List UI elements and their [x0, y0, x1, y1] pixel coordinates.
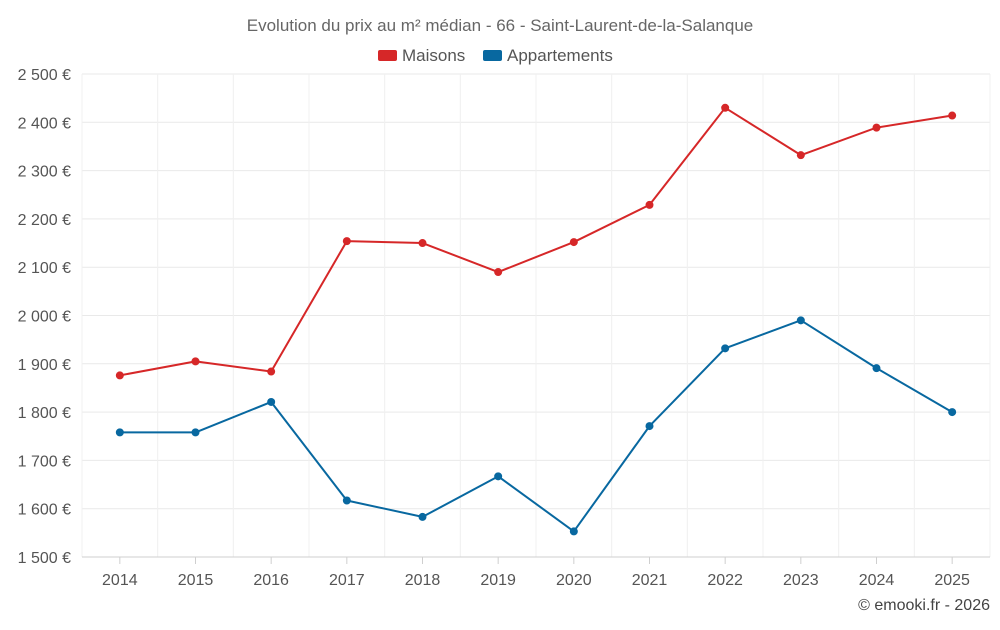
grid — [81, 73, 991, 558]
chart-title: Evolution du prix au m² médian - 66 - Sa… — [247, 16, 754, 35]
legend-label-appartements: Appartements — [507, 46, 613, 65]
x-tick-label: 2017 — [329, 572, 365, 589]
data-point-appartements[interactable] — [418, 512, 427, 521]
data-point-appartements[interactable] — [645, 422, 654, 431]
x-tick-label: 2024 — [859, 572, 895, 589]
legend-label-maisons: Maisons — [402, 46, 465, 65]
y-tick-label: 2 400 € — [18, 115, 71, 132]
data-point-maisons[interactable] — [418, 239, 427, 248]
legend-item-appartements[interactable]: Appartements — [483, 46, 613, 65]
data-point-appartements[interactable] — [872, 364, 881, 373]
data-point-appartements[interactable] — [267, 397, 276, 406]
series-line-appartements — [119, 319, 953, 533]
credit-text: © emooki.fr - 2026 — [858, 597, 990, 614]
series — [115, 103, 957, 536]
y-tick-label: 2 500 € — [18, 67, 71, 84]
legend-item-maisons[interactable]: Maisons — [378, 46, 465, 65]
data-point-maisons[interactable] — [872, 123, 881, 132]
x-tick-label: 2023 — [783, 572, 819, 589]
x-tick-label: 2020 — [556, 572, 592, 589]
data-point-maisons[interactable] — [115, 371, 124, 380]
data-point-maisons[interactable] — [191, 357, 200, 366]
x-tick-label: 2021 — [632, 572, 668, 589]
data-point-maisons[interactable] — [267, 367, 276, 376]
y-tick-label: 2 100 € — [18, 260, 71, 277]
data-point-maisons[interactable] — [796, 151, 805, 160]
x-tick-label: 2015 — [178, 572, 214, 589]
y-tick-label: 1 600 € — [18, 502, 71, 519]
data-point-appartements[interactable] — [569, 527, 578, 536]
legend: Maisons Appartements — [378, 46, 613, 65]
data-point-appartements[interactable] — [115, 428, 124, 437]
x-tick-label: 2025 — [934, 572, 970, 589]
y-tick-label: 2 200 € — [18, 212, 71, 229]
data-point-appartements[interactable] — [494, 472, 503, 481]
y-tick-label: 2 300 € — [18, 164, 71, 181]
x-tick-label: 2014 — [102, 572, 138, 589]
data-point-appartements[interactable] — [721, 344, 730, 353]
series-line-maisons — [119, 106, 953, 377]
y-tick-label: 1 800 € — [18, 405, 71, 422]
x-tick-label: 2018 — [405, 572, 441, 589]
y-tick-label: 2 000 € — [18, 309, 71, 326]
legend-swatch-maisons — [378, 50, 397, 61]
data-point-appartements[interactable] — [948, 408, 957, 417]
y-tick-label: 1 900 € — [18, 357, 71, 374]
legend-swatch-appartements — [483, 50, 502, 61]
data-point-appartements[interactable] — [796, 316, 805, 325]
x-tick-label: 2019 — [480, 572, 516, 589]
data-point-maisons[interactable] — [645, 200, 654, 209]
x-tick-label: 2022 — [707, 572, 743, 589]
y-tick-label: 1 700 € — [18, 453, 71, 470]
data-point-maisons[interactable] — [342, 237, 351, 246]
data-point-appartements[interactable] — [342, 496, 351, 505]
axes: 1 500 € 1 600 € 1 700 € 1 800 € 1 900 € 2 000… — [18, 67, 990, 589]
data-point-appartements[interactable] — [191, 428, 200, 437]
y-tick-label: 1 500 € — [18, 550, 71, 567]
data-point-maisons[interactable] — [494, 268, 503, 277]
data-point-maisons[interactable] — [569, 238, 578, 247]
data-point-maisons[interactable] — [721, 103, 730, 112]
data-point-maisons[interactable] — [948, 111, 957, 120]
x-tick-label: 2016 — [253, 572, 289, 589]
